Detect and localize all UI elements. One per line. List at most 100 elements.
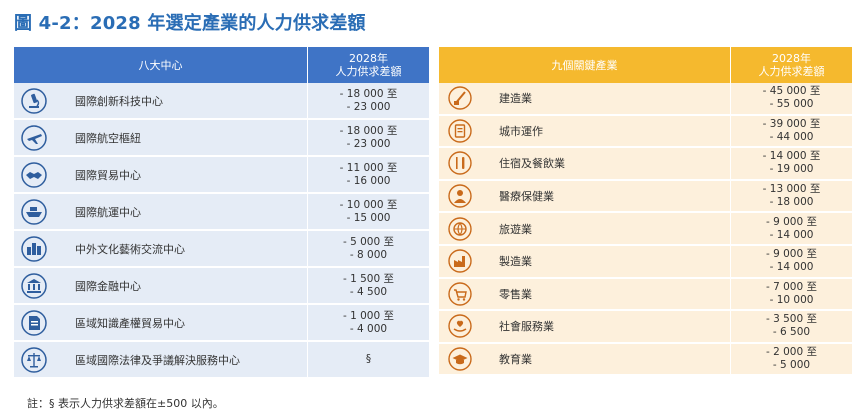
value-min: - 11 000 至: [339, 161, 398, 174]
row-label: 區域國際法律及爭議解決服務中心: [75, 353, 240, 367]
row-label: 零售業: [499, 287, 532, 301]
airplane-icon: [21, 124, 47, 151]
row-label: 住宿及餐飲業: [499, 157, 565, 171]
construction-icon: [448, 86, 472, 110]
row-value: - 9 000 至- 14 000: [730, 213, 852, 244]
value-min: - 1 500 至: [342, 272, 395, 285]
table-row: 區域國際法律及爭議解決服務中心 §: [14, 342, 429, 379]
row-label: 國際創新科技中心: [75, 94, 163, 108]
scales-icon: [21, 346, 47, 373]
table-row: 製造業 - 9 000 至- 14 000: [439, 245, 852, 279]
value-max: - 19 000: [769, 163, 814, 176]
care-hands-icon: [448, 314, 472, 339]
row-label: 製造業: [499, 255, 532, 269]
clipboard-icon: [448, 119, 472, 143]
cityscape-icon: [21, 235, 47, 262]
value-min: - 9 000 至: [765, 248, 818, 261]
row-label: 醫療保健業: [499, 190, 554, 204]
microscope-icon: [21, 87, 47, 114]
value-max: - 14 000: [769, 261, 814, 274]
value-min: - 5 000 至: [342, 235, 395, 248]
table-row: 教育業 - 2 000 至- 5 000: [439, 343, 852, 377]
value-max: - 6 500: [772, 326, 811, 339]
row-value: - 45 000 至- 55 000: [730, 83, 852, 114]
row-value: - 13 000 至- 18 000: [730, 180, 852, 212]
header-gap-year: 2028年: [772, 52, 811, 65]
row-value: - 1 500 至- 4 500: [307, 268, 429, 303]
header-centres: 八大中心: [138, 59, 183, 72]
medical-icon: [448, 184, 472, 208]
row-label: 城市運作: [499, 124, 543, 138]
factory-icon: [448, 249, 472, 273]
row-value: - 1 000 至- 4 000: [307, 305, 429, 340]
page-title: 圖 4-2：2028 年選定產業的人力供求差額: [14, 13, 366, 34]
value-max: - 23 000: [346, 100, 391, 113]
eight-centres-table: 八大中心 2028年 人力供求差額 國際創新科技中心 - 18 000 至- 2…: [14, 47, 429, 379]
table-row: 醫療保健業 - 13 000 至- 18 000: [439, 180, 852, 214]
nine-industries-table: 九個關鍵產業 2028年 人力供求差額 建造業 - 45 000 至- 55 0…: [439, 47, 852, 377]
value-min: - 1 000 至: [342, 309, 395, 322]
row-value: - 18 000 至- 23 000: [307, 120, 429, 155]
table-row: 建造業 - 45 000 至- 55 000: [439, 83, 852, 116]
graduation-cap-icon: [448, 347, 472, 371]
table-header: 九個關鍵產業 2028年 人力供求差額: [439, 47, 852, 83]
row-value: - 5 000 至- 8 000: [307, 231, 429, 266]
table-row: 國際航空樞紐 - 18 000 至- 23 000: [14, 120, 429, 157]
document-icon: [21, 309, 47, 336]
value-max: - 14 000: [769, 228, 814, 241]
value-min: - 7 000 至: [765, 280, 818, 293]
handshake-icon: [21, 161, 47, 188]
row-value: - 14 000 至- 19 000: [730, 148, 852, 179]
row-label: 國際航運中心: [75, 205, 141, 219]
row-value: - 39 000 至- 44 000: [730, 115, 852, 147]
footnote: 註：§ 表示人力供求差額在±500 以內。: [27, 397, 224, 410]
row-value: - 10 000 至- 15 000: [307, 194, 429, 229]
table-row: 區域知識產權貿易中心 - 1 000 至- 4 000: [14, 305, 429, 342]
table-row: 零售業 - 7 000 至- 10 000: [439, 278, 852, 312]
row-label: 國際航空樞紐: [75, 131, 141, 145]
value-min: §: [365, 353, 372, 365]
value-max: - 16 000: [346, 174, 391, 187]
row-label: 中外文化藝術交流中心: [75, 242, 185, 256]
globe-icon: [448, 216, 472, 241]
row-value: - 11 000 至- 16 000: [307, 157, 429, 192]
table-row: 國際貿易中心 - 11 000 至- 16 000: [14, 157, 429, 194]
shopping-cart-icon: [448, 282, 472, 306]
bank-icon: [21, 272, 47, 299]
header-gap: 2028年 人力供求差額: [307, 47, 429, 83]
value-min: - 18 000 至: [339, 87, 398, 100]
row-label: 社會服務業: [499, 320, 554, 334]
table-row: 國際創新科技中心 - 18 000 至- 23 000: [14, 83, 429, 120]
value-min: - 18 000 至: [339, 124, 398, 137]
header-gap-year: 2028年: [349, 52, 388, 65]
value-min: - 45 000 至: [762, 85, 821, 98]
table-row: 社會服務業 - 3 500 至- 6 500: [439, 311, 852, 344]
header-gap-label: 人力供求差額: [335, 65, 402, 78]
header-industries: 九個關鍵產業: [551, 59, 618, 72]
value-min: - 3 500 至: [765, 313, 818, 326]
value-min: - 2 000 至: [765, 346, 818, 359]
value-max: - 44 000: [769, 130, 814, 143]
value-min: - 9 000 至: [765, 215, 818, 228]
cutlery-icon: [448, 151, 472, 176]
row-value: - 9 000 至- 14 000: [730, 245, 852, 277]
ship-icon: [21, 198, 47, 225]
value-min: - 14 000 至: [762, 150, 821, 163]
table-row: 國際航運中心 - 10 000 至- 15 000: [14, 194, 429, 231]
header-gap: 2028年 人力供求差額: [730, 47, 852, 83]
row-label: 國際金融中心: [75, 279, 141, 293]
value-max: - 23 000: [346, 137, 391, 150]
table-row: 中外文化藝術交流中心 - 5 000 至- 8 000: [14, 231, 429, 268]
value-max: - 5 000: [772, 359, 811, 372]
row-value: - 18 000 至- 23 000: [307, 83, 429, 118]
row-value: - 3 500 至- 6 500: [730, 311, 852, 342]
row-label: 旅遊業: [499, 222, 532, 236]
table-header: 八大中心 2028年 人力供求差額: [14, 47, 429, 83]
value-max: - 55 000: [769, 98, 814, 111]
row-value: §: [307, 342, 429, 377]
row-value: - 7 000 至- 10 000: [730, 278, 852, 310]
value-min: - 39 000 至: [762, 117, 821, 130]
header-gap-label: 人力供求差額: [758, 65, 825, 78]
value-max: - 8 000: [349, 248, 388, 261]
table-row: 城市運作 - 39 000 至- 44 000: [439, 115, 852, 149]
